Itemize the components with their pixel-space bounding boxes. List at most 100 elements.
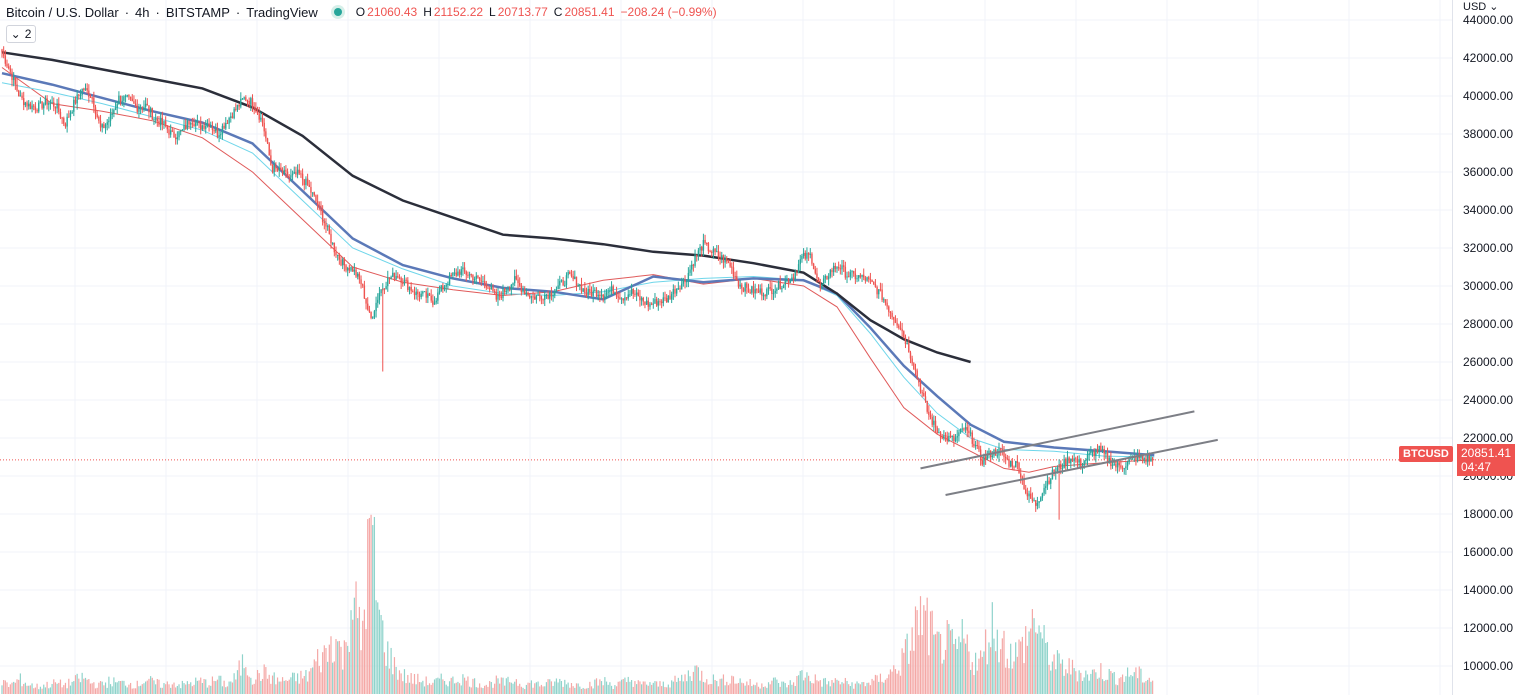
volume-bar <box>49 687 52 694</box>
volume-bar <box>230 681 232 694</box>
candle-body <box>847 276 850 278</box>
volume-bar <box>302 678 304 694</box>
market-status-icon[interactable] <box>333 8 342 16</box>
volume-bar <box>43 684 45 694</box>
volume-bar <box>388 668 391 694</box>
volume-bar <box>186 681 188 694</box>
candle-body <box>1151 457 1154 460</box>
candle-body <box>83 88 85 91</box>
candle-body <box>146 103 148 106</box>
volume-bar <box>218 675 220 694</box>
volume-bar <box>495 675 497 694</box>
volume-bar <box>941 663 943 694</box>
indicators-toggle-button[interactable]: ⌄ 2 <box>6 25 36 43</box>
candle-body <box>874 284 877 287</box>
volume-bar <box>889 669 892 694</box>
volume-bar <box>342 669 344 694</box>
volume-bar <box>410 673 412 694</box>
candle-body <box>208 123 210 128</box>
candle-body <box>747 287 750 293</box>
candle-body <box>574 276 576 279</box>
volume-bar <box>813 683 815 694</box>
volume-bar <box>881 681 883 694</box>
candle-body <box>7 66 10 69</box>
volume-bar <box>448 681 451 694</box>
candle-body <box>629 294 631 296</box>
candle-body <box>1040 497 1042 502</box>
candle-body <box>367 303 369 310</box>
candle-body <box>138 108 140 112</box>
price-axis[interactable]: 44000.00 42000.00 40000.00 38000.00 36000.00… <box>1463 13 1513 673</box>
candle-body <box>1033 500 1035 502</box>
candle-body <box>435 300 437 303</box>
candle-body <box>817 278 820 283</box>
trendline[interactable] <box>920 410 1195 470</box>
volume-bar <box>722 674 725 694</box>
volume-bar <box>238 660 240 694</box>
volume-bar <box>1031 609 1033 694</box>
candle-body <box>84 88 87 91</box>
symbol-title[interactable]: Bitcoin / U.S. Dollar <box>6 4 119 20</box>
candle-body <box>702 239 705 251</box>
volume-bar <box>619 681 621 694</box>
volume-bar <box>959 642 962 694</box>
candle-body <box>113 110 115 114</box>
candle-body <box>781 288 783 290</box>
volume-bar <box>1145 681 1147 694</box>
volume-bar <box>614 685 616 694</box>
interval-label[interactable]: 4h <box>135 4 150 20</box>
candle-body <box>161 117 164 124</box>
volume-bar <box>1066 673 1069 694</box>
candle-body <box>403 279 406 284</box>
candle-body <box>899 327 902 330</box>
candle-body <box>395 276 397 280</box>
volume-bar <box>569 687 571 694</box>
candle-body <box>749 292 751 294</box>
volume-bar <box>400 673 402 694</box>
volume-bar <box>806 672 808 694</box>
candle-body <box>69 113 72 117</box>
candle-body <box>512 283 514 285</box>
candle-body <box>612 286 614 294</box>
candle-body <box>56 103 58 109</box>
trendline[interactable] <box>945 438 1218 496</box>
candle-body <box>1130 457 1132 460</box>
volume-bar <box>1073 668 1075 694</box>
bar-countdown: 04:47 <box>1461 460 1492 474</box>
volume-bar <box>918 635 920 694</box>
volume-bar <box>666 687 668 694</box>
volume-bar <box>89 683 92 694</box>
volume-bar <box>203 678 205 694</box>
volume-bar <box>590 686 593 694</box>
volume-bar <box>180 688 182 694</box>
currency-button[interactable]: USD ⌄ <box>1463 0 1499 13</box>
candle-body <box>821 283 823 289</box>
candle-body <box>871 279 873 283</box>
volume-bar <box>1018 639 1020 694</box>
candle-body <box>21 95 23 99</box>
candle-body <box>1023 478 1025 490</box>
candle-body <box>978 445 980 450</box>
trendlines[interactable] <box>920 410 1218 496</box>
volume-bar <box>943 659 945 694</box>
volume-bar <box>849 686 851 694</box>
volume-bar <box>343 640 345 694</box>
axis-tick-label: 40000.00 <box>1463 89 1513 103</box>
high-value: 21152.22 <box>433 5 484 19</box>
volume-bar <box>201 683 203 694</box>
volume-bar <box>871 678 873 694</box>
candle-body <box>79 94 82 96</box>
candle-body <box>726 258 728 262</box>
candle-body <box>58 103 60 113</box>
candle-body <box>1018 462 1020 474</box>
volume-bar <box>1045 642 1047 694</box>
candle-body <box>853 271 855 274</box>
candle-body <box>779 280 781 290</box>
candle-body <box>529 295 531 298</box>
candle-body <box>485 284 487 288</box>
volume-bar <box>517 685 519 694</box>
candle-body <box>1091 451 1094 453</box>
volume-bar <box>679 680 681 694</box>
volume-bar <box>81 672 83 694</box>
